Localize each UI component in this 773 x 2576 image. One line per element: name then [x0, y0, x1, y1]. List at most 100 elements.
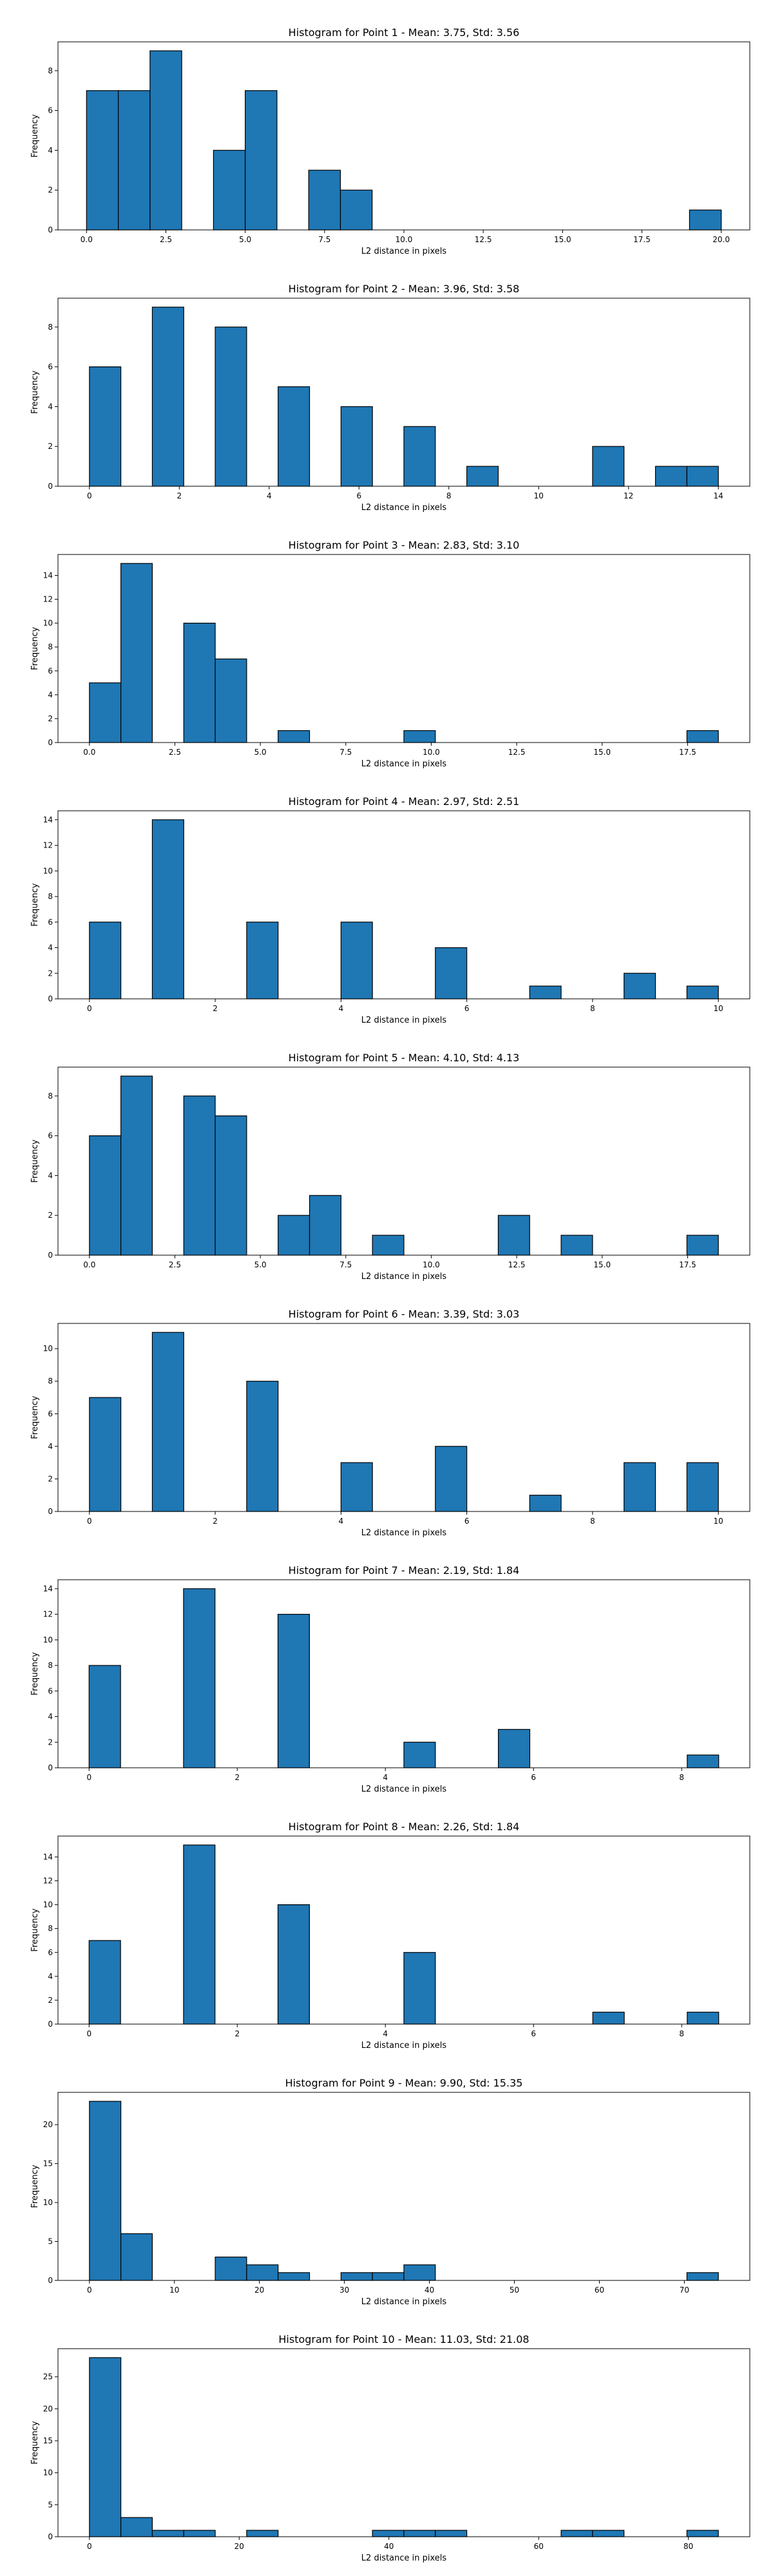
plot-frame [57, 2348, 750, 2537]
y-tick-label: 0 [48, 482, 53, 491]
x-axis-label: L2 distance in pixels [361, 2041, 447, 2050]
chart-title: Histogram for Point 5 - Mean: 4.10, Std:… [289, 1052, 520, 1064]
histogram-bar [686, 2272, 719, 2281]
y-tick-label: 10 [43, 1344, 53, 1353]
histogram-bar [89, 1135, 122, 1256]
y-tick-label: 8 [48, 323, 53, 332]
y-tick-label: 10 [43, 2198, 53, 2207]
y-tick-label: 10 [43, 619, 53, 628]
x-tick-label: 0 [87, 2542, 92, 2551]
x-tick-label: 6 [356, 491, 361, 500]
x-tick-label: 17.5 [633, 235, 651, 244]
x-tick-label: 7.5 [339, 1260, 352, 1269]
histogram-bar [529, 1495, 562, 1512]
x-tick-label: 0.0 [81, 235, 93, 244]
x-tick-label: 2 [213, 1517, 218, 1526]
x-tick-label: 8 [590, 1004, 595, 1013]
x-axis-label: L2 distance in pixels [361, 1528, 447, 1538]
histogram-bar [215, 1115, 247, 1256]
histogram-bar [89, 366, 122, 487]
x-tick-label: 8 [590, 1517, 595, 1526]
x-tick-label: 12 [624, 491, 633, 500]
x-tick-label: 2 [177, 491, 182, 500]
y-tick-label: 6 [48, 363, 53, 372]
y-axis-label: Frequency [30, 114, 40, 157]
histogram-bar [86, 90, 119, 231]
histogram-bar [151, 1332, 184, 1512]
x-tick-label: 4 [339, 1517, 344, 1526]
histogram-bar [245, 90, 278, 231]
x-tick-label: 2 [213, 1004, 218, 1013]
x-tick-label: 17.5 [679, 748, 696, 757]
histogram-panel-5: Histogram for Point 5 - Mean: 4.10, Std:… [30, 1052, 750, 1282]
histogram-bar [215, 658, 247, 743]
x-tick-label: 6 [464, 1517, 470, 1526]
histogram-bar [183, 1588, 216, 1768]
x-tick-label: 8 [679, 1773, 684, 1782]
histogram-bar [120, 1075, 153, 1256]
x-axis-label: L2 distance in pixels [361, 503, 447, 513]
histogram-panel-7: Histogram for Point 7 - Mean: 2.19, Std:… [30, 1564, 750, 1794]
x-tick-label: 70 [680, 2286, 689, 2295]
histogram-bar [215, 2257, 247, 2281]
y-tick-label: 20 [43, 2404, 53, 2413]
x-tick-label: 6 [531, 1773, 536, 1782]
x-tick-label: 10 [169, 2286, 179, 2295]
histogram-bar [686, 1462, 719, 1512]
histogram-bar [246, 2530, 279, 2537]
x-tick-label: 0.0 [83, 748, 95, 757]
y-axis-label: Frequency [30, 1139, 40, 1182]
histogram-bar [686, 2530, 719, 2537]
x-tick-label: 12.5 [475, 235, 492, 244]
histogram-bar [183, 623, 216, 743]
histogram-bar [120, 2517, 153, 2537]
x-tick-label: 0 [87, 1004, 92, 1013]
plot-frame [57, 554, 750, 743]
histogram-bar [246, 1381, 279, 1512]
y-axis-label: Frequency [30, 1652, 40, 1695]
x-tick-label: 80 [683, 2542, 693, 2551]
histogram-bar [592, 446, 625, 487]
histogram-bar [278, 730, 310, 743]
histogram-bar [686, 730, 719, 743]
y-tick-label: 4 [48, 1972, 53, 1981]
histogram-bar [435, 947, 468, 999]
x-axis-label: L2 distance in pixels [361, 2553, 447, 2563]
histogram-bar [151, 819, 184, 999]
x-tick-label: 2 [234, 2029, 240, 2038]
y-tick-label: 4 [48, 1171, 53, 1180]
y-tick-label: 8 [48, 66, 53, 75]
x-tick-label: 6 [531, 2029, 536, 2038]
histogram-bar [435, 2530, 468, 2537]
x-tick-label: 7.5 [339, 748, 352, 757]
histogram-panel-8: Histogram for Point 8 - Mean: 2.26, Std:… [30, 1821, 750, 2050]
x-tick-label: 2 [234, 1773, 240, 1782]
plot-frame [57, 298, 750, 487]
y-axis-label: Frequency [30, 627, 40, 670]
y-tick-label: 0 [48, 738, 53, 747]
x-tick-label: 2.5 [160, 235, 172, 244]
x-tick-label: 0.0 [83, 1260, 95, 1269]
x-tick-label: 40 [425, 2286, 434, 2295]
x-axis-label: L2 distance in pixels [361, 1785, 447, 1794]
y-tick-label: 6 [48, 1948, 53, 1957]
histogram-bar [686, 466, 719, 487]
y-tick-label: 12 [43, 841, 53, 850]
x-tick-label: 40 [384, 2542, 394, 2551]
chart-title: Histogram for Point 3 - Mean: 2.83, Std:… [289, 539, 520, 551]
chart-title: Histogram for Point 10 - Mean: 11.03, St… [278, 2333, 529, 2345]
x-axis-label: L2 distance in pixels [361, 247, 447, 256]
x-tick-label: 5.0 [239, 235, 251, 244]
x-tick-label: 4 [383, 2029, 388, 2038]
y-tick-label: 8 [48, 1661, 53, 1670]
y-tick-label: 6 [48, 918, 53, 927]
y-tick-label: 4 [48, 1442, 53, 1451]
histogram-bar [120, 563, 153, 743]
x-tick-label: 4 [383, 1773, 388, 1782]
histogram-panel-1: Histogram for Point 1 - Mean: 3.75, Std:… [30, 26, 750, 256]
chart-title: Histogram for Point 8 - Mean: 2.26, Std:… [289, 1821, 520, 1833]
plot-frame [57, 1579, 750, 1768]
y-tick-label: 10 [43, 2468, 53, 2477]
x-tick-label: 15.0 [593, 748, 611, 757]
histogram-bar [686, 985, 719, 999]
